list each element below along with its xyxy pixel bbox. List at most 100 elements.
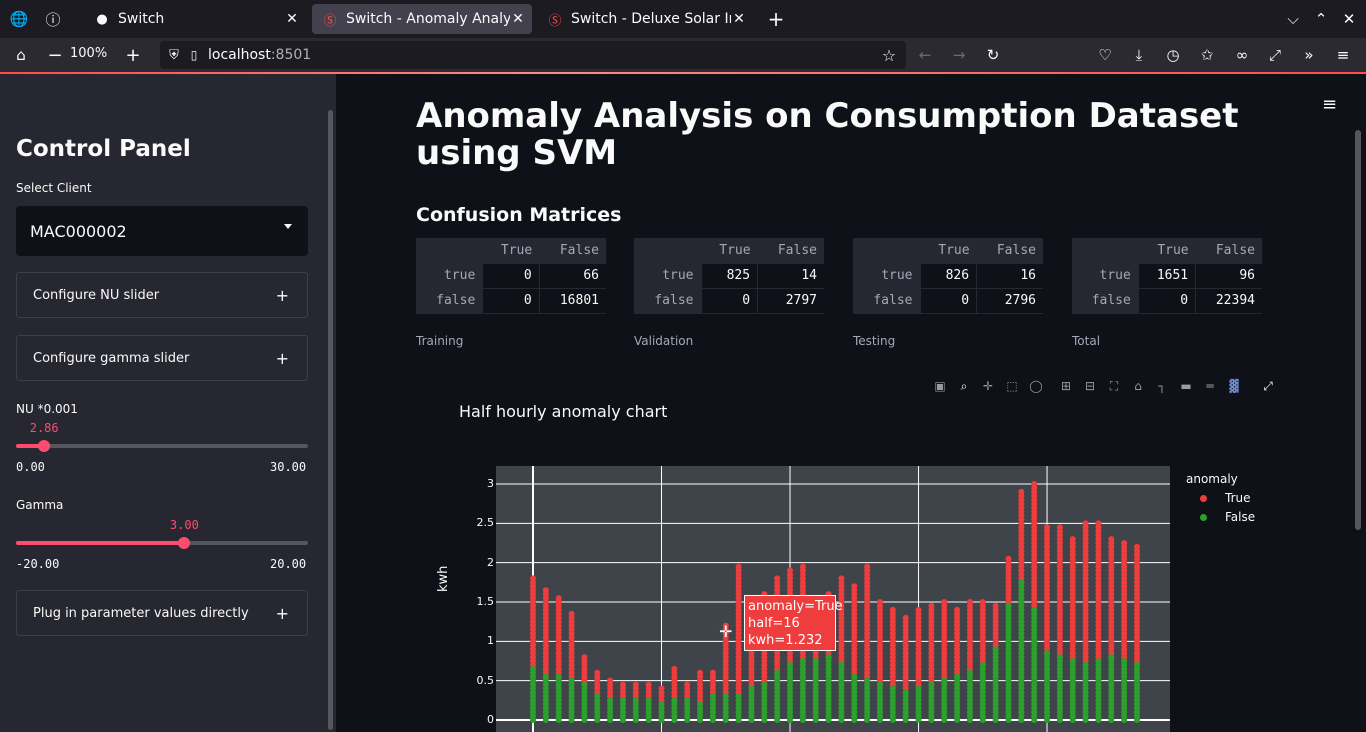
zoom-icon[interactable]: ⌕ [960,378,968,393]
scatter-point-false[interactable] [902,689,909,696]
chevron-down-icon[interactable]: ⌵ [1287,10,1299,28]
scatter-point-true[interactable] [966,599,973,605]
overflow-icon[interactable]: » [1304,46,1314,64]
scatter-point-false[interactable] [671,697,678,704]
scatter-point-false[interactable] [876,681,883,688]
scatter-point-true[interactable] [697,669,704,676]
scatter-point-true[interactable] [979,599,986,605]
scatter-point-false[interactable] [1095,658,1102,664]
close-icon[interactable]: ✕ [286,11,298,27]
autoscale-icon[interactable]: ⛶ [1109,378,1119,393]
scatter-point-false[interactable] [1082,661,1089,668]
scatter-point-true[interactable] [1121,540,1128,546]
reset-axes-icon[interactable]: ⌂ [1134,379,1142,393]
gamma-slider[interactable] [16,537,308,549]
menu-icon[interactable]: ≡ [1336,46,1350,64]
scatter-point-false[interactable] [864,677,871,684]
scatter-point-true[interactable] [684,681,691,688]
scatter-point-false[interactable] [530,665,536,672]
scatter-point-false[interactable] [787,661,794,668]
scatter-point-false[interactable] [1056,654,1063,661]
scatter-point-false[interactable] [889,685,896,692]
scatter-point-true[interactable] [1082,520,1089,527]
scatter-point-false[interactable] [799,658,806,664]
tab-deluxe-solar[interactable]: Ⓢ Switch - Deluxe Solar Insta ✕ [537,4,753,34]
scatter-point-false[interactable] [825,654,832,661]
scatter-point-false[interactable] [992,646,999,653]
new-tab-icon[interactable]: + [767,7,785,31]
scatter-point-false[interactable] [709,693,716,700]
scatter-point-true[interactable] [568,610,575,617]
scatter-point-false[interactable] [928,681,935,688]
scatter-point-true[interactable] [1095,520,1102,527]
scatter-point-true[interactable] [992,602,999,609]
main-scrollbar[interactable] [1355,130,1361,530]
scatter-point-true[interactable] [530,575,536,582]
scatter-point-true[interactable] [889,606,896,613]
zoom-level[interactable]: 100% [70,46,108,61]
scatter-point-true[interactable] [876,599,883,605]
app-menu-icon[interactable]: ≡ [1322,94,1338,115]
scatter-point-false[interactable] [645,697,652,704]
scatter-point-false[interactable] [851,673,858,680]
scatter-point-false[interactable] [684,697,691,704]
scatter-point-true[interactable] [1069,536,1076,543]
scatter-point-true[interactable] [1031,481,1038,487]
reload-icon[interactable]: ↻ [986,46,1000,64]
scatter-point-false[interactable] [632,697,639,704]
scatter-point-false[interactable] [954,673,961,680]
scatter-point-false[interactable] [915,685,922,692]
plug-params-expander[interactable]: Plug in parameter values directly + [16,590,308,636]
scatter-point-false[interactable] [542,673,549,680]
scatter-point-false[interactable] [581,681,588,688]
lasso-select-icon[interactable]: ◯ [1029,379,1043,393]
close-window-icon[interactable]: ✕ [1342,10,1356,28]
scatter-point-false[interactable] [1044,650,1051,657]
nu-slider[interactable] [16,440,308,452]
scatter-point-true[interactable] [645,681,652,688]
gamma-slider-thumb[interactable] [177,537,190,549]
scatter-point-true[interactable] [1108,536,1115,543]
legend-item-false[interactable]: False [1200,510,1255,524]
scatter-point-false[interactable] [735,693,742,700]
download-icon[interactable]: ⤓ [1135,46,1143,64]
scatter-point-false[interactable] [1121,658,1128,664]
close-icon[interactable]: ✕ [733,11,745,27]
scatter-point-true[interactable] [735,563,742,570]
scatter-point-true[interactable] [594,669,601,676]
scatter-point-false[interactable] [1069,658,1076,664]
scatter-point-false[interactable] [1134,661,1140,668]
scatter-point-false[interactable] [1005,602,1012,609]
scatter-point-true[interactable] [658,685,665,692]
scatter-point-true[interactable] [542,587,549,594]
scatter-point-false[interactable] [594,693,601,700]
scatter-point-true[interactable] [954,606,961,613]
scatter-point-false[interactable] [966,669,973,676]
spike-lines-icon[interactable]: ┐ [1158,379,1166,393]
scatter-point-true[interactable] [632,681,639,688]
plotly-logo-icon[interactable]: ▓ [1229,379,1239,393]
scatter-point-true[interactable] [709,669,716,676]
camera-icon[interactable]: ▣ [934,379,946,393]
scatter-point-false[interactable] [697,701,704,708]
zoom-out-icon[interactable]: ⊟ [1084,379,1096,393]
scatter-point-false[interactable] [838,661,845,668]
scatter-point-true[interactable] [838,575,845,582]
info-icon[interactable]: ⓘ [45,10,61,29]
scatter-point-false[interactable] [568,677,575,684]
scatter-point-false[interactable] [1108,654,1115,661]
scatter-point-false[interactable] [979,661,986,668]
scatter-point-true[interactable] [864,563,871,570]
nu-slider-thumb[interactable] [37,440,50,452]
tab-anomaly-analysis[interactable]: Ⓢ Switch - Anomaly Analysis ✕ [312,4,532,34]
scatter-point-false[interactable] [555,673,562,680]
pocket-icon[interactable]: ♡ [1098,46,1112,64]
box-select-icon[interactable]: ⬚ [1006,379,1018,393]
scatter-point-false[interactable] [812,658,819,664]
scatter-point-true[interactable] [787,567,794,574]
extensions-icon[interactable]: ✩ [1200,46,1214,64]
scatter-point-true[interactable] [1044,524,1051,531]
configure-nu-expander[interactable]: Configure NU slider + [16,272,308,318]
history-icon[interactable]: ◷ [1166,46,1180,64]
configure-gamma-expander[interactable]: Configure gamma slider + [16,335,308,381]
